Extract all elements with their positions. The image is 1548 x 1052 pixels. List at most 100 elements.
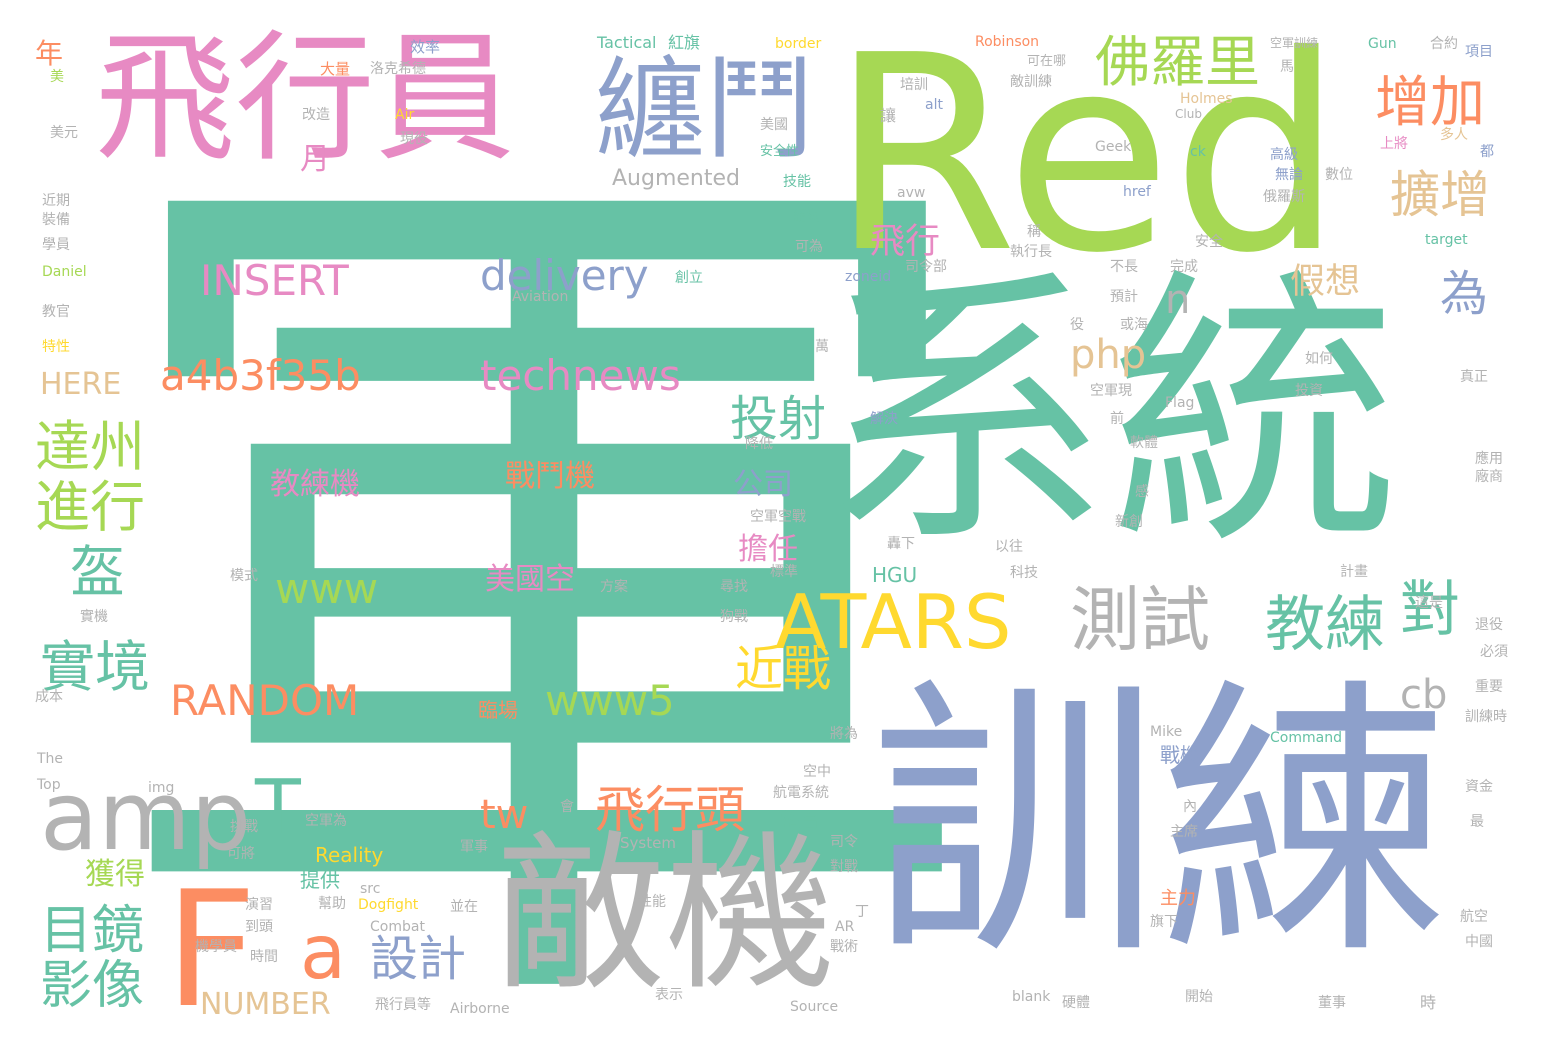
cloud-word: 訓練時	[1465, 709, 1507, 725]
cloud-word: 退役	[1475, 617, 1503, 633]
cloud-word: 美國	[760, 117, 788, 133]
cloud-word: 到頭	[245, 919, 273, 935]
cloud-word: 創立	[675, 270, 703, 286]
cloud-word: 飛行員等	[375, 997, 431, 1013]
cloud-word: 訓練	[870, 656, 1450, 993]
cloud-word: 以往	[995, 539, 1023, 555]
cloud-word: 多人	[1440, 127, 1468, 143]
cloud-word: 萬	[815, 339, 829, 355]
cloud-word: 成本	[35, 689, 63, 705]
cloud-word: Mike	[1150, 724, 1183, 740]
cloud-word: 改造	[302, 107, 330, 123]
cloud-word: 投射	[730, 391, 827, 447]
cloud-word: technews	[480, 351, 681, 400]
cloud-word: 這是	[1415, 595, 1443, 611]
cloud-word: 性能	[638, 894, 666, 910]
cloud-word: border	[775, 36, 822, 52]
cloud-word: AR	[835, 919, 855, 935]
cloud-word: zoneid	[845, 269, 892, 285]
cloud-word: Top	[37, 777, 61, 793]
cloud-word: 計畫	[1340, 564, 1368, 580]
cloud-word: img	[148, 780, 175, 796]
cloud-word: 將為	[830, 726, 858, 742]
cloud-word: 重要	[1475, 679, 1503, 695]
cloud-word: 對戰	[830, 859, 858, 875]
cloud-word: src	[360, 881, 381, 897]
cloud-word: 表示	[655, 987, 683, 1003]
cloud-word: 科技	[1010, 565, 1038, 581]
cloud-word: 軍事	[460, 839, 488, 855]
cloud-word: 整合	[780, 808, 820, 832]
cloud-word: 增加	[1375, 70, 1486, 134]
cloud-word: blank	[1012, 989, 1051, 1005]
cloud-word: 公司	[733, 467, 793, 502]
cloud-word: 空軍訓練	[1270, 36, 1319, 50]
cloud-word: 真正	[1460, 369, 1488, 385]
cloud-word: 可在哪	[1027, 54, 1067, 69]
cloud-word: 並在	[450, 899, 478, 915]
cloud-word: www5	[545, 676, 675, 725]
cloud-word: 感	[1135, 484, 1149, 500]
cloud-word: 飛行	[870, 222, 941, 262]
cloud-word: 進行	[35, 475, 146, 539]
cloud-word: 機學員	[195, 939, 237, 955]
cloud-word: 美國空	[485, 562, 575, 597]
cloud-word: href	[1123, 184, 1151, 200]
cloud-word: 假想	[1290, 262, 1361, 302]
cloud-word: 特性	[42, 339, 70, 355]
cloud-word: 培訓	[900, 77, 928, 93]
cloud-word: 內	[1183, 799, 1197, 815]
cloud-word: 高級	[1270, 147, 1298, 163]
cloud-word: 戰術	[830, 939, 858, 955]
cloud-word: 航電系統	[773, 785, 829, 801]
cloud-word: 模式	[230, 568, 258, 584]
cloud-word: 董事	[1318, 995, 1346, 1011]
cloud-word: F	[165, 856, 258, 1043]
cloud-word: 司令部	[905, 259, 947, 275]
cloud-word: RANDOM	[170, 676, 360, 725]
cloud-word: 硬體	[1062, 995, 1090, 1011]
cloud-word: 開始	[1185, 989, 1213, 1005]
cloud-word: 佛羅里	[1095, 30, 1261, 94]
cloud-word: 或海	[1120, 317, 1148, 333]
cloud-word: 挑戰	[230, 819, 258, 835]
cloud-word: 前	[1110, 411, 1124, 427]
cloud-word: 不長	[1110, 259, 1138, 275]
cloud-word: 敵訓練	[1010, 74, 1052, 90]
cloud-word: 數位	[1325, 167, 1353, 183]
cloud-word: 飛行員	[95, 18, 516, 181]
cloud-word: 絕對	[793, 209, 821, 225]
cloud-word: 馬	[1280, 59, 1294, 75]
cloud-word: Tactical	[597, 33, 657, 52]
cloud-word: 資金	[1465, 779, 1493, 795]
cloud-word: 大量	[320, 60, 351, 78]
cloud-word: 提供	[300, 868, 340, 892]
cloud-word: 擴增	[1390, 166, 1490, 224]
cloud-word: 如何	[1305, 351, 1333, 367]
cloud-word: 主力	[1160, 888, 1196, 909]
cloud-word: www	[275, 564, 379, 613]
cloud-word: 技能	[783, 174, 811, 190]
cloud-word: Combat	[370, 919, 425, 935]
cloud-word: 實境	[40, 635, 151, 699]
cloud-word: 美	[50, 69, 64, 85]
cloud-word: 安全	[1195, 234, 1223, 250]
cloud-word: 裝備	[42, 212, 70, 228]
cloud-word: 可將	[227, 846, 255, 862]
cloud-word: 方案	[600, 579, 628, 595]
cloud-word: 司令	[830, 834, 858, 850]
cloud-word: 俄羅斯	[1263, 189, 1305, 205]
cloud-word: 教官	[42, 304, 70, 320]
cloud-word: 標準	[770, 564, 798, 580]
cloud-word: a4b3f35b	[160, 351, 361, 400]
cloud-word: 空軍空戰	[750, 509, 806, 525]
cloud-word: 尋找	[720, 579, 748, 595]
cloud-word: 飛行頭	[595, 781, 745, 839]
cloud-word: 影像	[40, 956, 145, 1016]
cloud-word: 解決	[870, 411, 898, 427]
cloud-word: amp	[40, 762, 252, 872]
cloud-word: 擔任	[738, 532, 798, 567]
cloud-word: Reality	[315, 843, 384, 867]
cloud-word: Gun	[1368, 36, 1397, 52]
cloud-word: 旗下	[1150, 914, 1178, 930]
